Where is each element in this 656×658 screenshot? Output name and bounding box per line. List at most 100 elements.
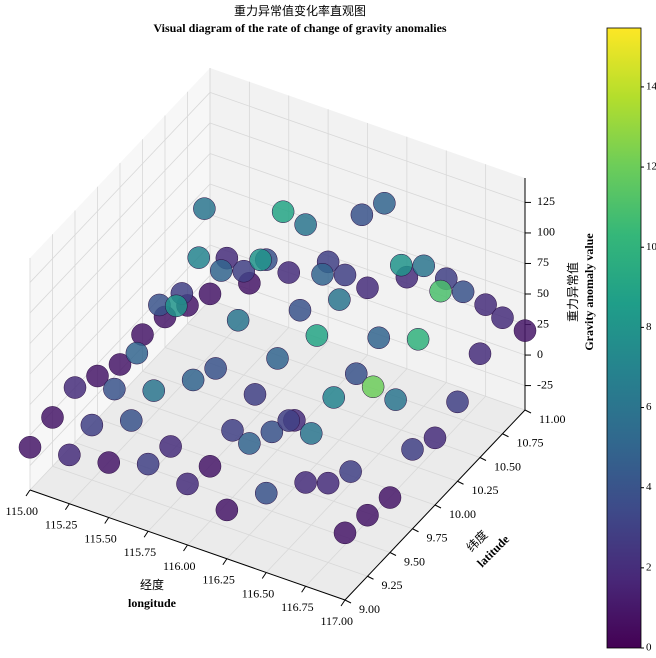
- point: [350, 203, 374, 227]
- z-tick-label: 25: [537, 316, 549, 330]
- y-tick-label: 9.25: [382, 578, 403, 592]
- y-tick: [479, 457, 487, 461]
- point: [18, 436, 42, 459]
- y-tick: [344, 599, 352, 604]
- point: [204, 357, 227, 380]
- point: [97, 451, 120, 474]
- point: [328, 288, 351, 311]
- y-tick: [524, 409, 532, 414]
- point: [305, 324, 329, 347]
- point: [255, 481, 278, 505]
- y-tick-label: 11.00: [539, 412, 566, 426]
- x-tick-label: 115.25: [45, 518, 78, 532]
- grid-line: [119, 394, 436, 506]
- point: [165, 294, 188, 318]
- point: [142, 379, 165, 402]
- z-tick-label: 50: [537, 286, 549, 300]
- point: [181, 368, 205, 392]
- y-axis: [344, 409, 526, 601]
- x-axis: [29, 489, 346, 601]
- point: [108, 353, 132, 376]
- point: [238, 432, 261, 455]
- point: [491, 306, 514, 329]
- colorbar-tick-label: 12: [646, 161, 656, 173]
- point: [41, 406, 64, 429]
- point: [367, 326, 390, 349]
- point: [58, 443, 81, 467]
- point: [125, 341, 149, 365]
- point: [322, 386, 345, 409]
- point: [294, 213, 317, 236]
- y-tick: [412, 528, 419, 533]
- grid-line: [209, 92, 526, 203]
- point: [513, 319, 537, 342]
- point: [210, 259, 233, 282]
- point: [215, 498, 239, 522]
- point: [446, 390, 469, 414]
- colorbar-tick-label: 8: [646, 321, 652, 333]
- colorbar-tick-label: 4: [646, 481, 652, 493]
- y-tick: [367, 575, 374, 580]
- y-tick-label: 10.75: [517, 436, 544, 450]
- point: [356, 503, 379, 527]
- point: [300, 422, 323, 445]
- point: [288, 299, 312, 322]
- point: [474, 293, 497, 316]
- point: [429, 279, 452, 303]
- chart-title: 重力异常值变化率直观图: [234, 3, 366, 18]
- grid-line: [209, 275, 526, 386]
- colorbar-tick-label: 6: [646, 401, 652, 413]
- point: [333, 263, 357, 287]
- z-tick-label: 75: [537, 255, 549, 269]
- grid-line: [209, 183, 526, 295]
- x-tick-label: 115.00: [5, 504, 38, 518]
- point: [423, 426, 447, 450]
- point: [260, 420, 284, 444]
- y-tick-label: 9.00: [359, 602, 380, 616]
- point: [316, 471, 340, 495]
- x-tick: [340, 599, 346, 607]
- z-tick-label: 0: [537, 347, 543, 361]
- x-tick: [183, 544, 188, 552]
- point: [361, 375, 385, 399]
- point: [378, 486, 402, 509]
- grid-line: [29, 92, 211, 283]
- point: [451, 280, 475, 304]
- x-tick: [261, 572, 267, 579]
- point: [80, 413, 104, 437]
- y-tick-label: 10.25: [472, 483, 499, 497]
- z-axis-label-cn: 重力异常值: [565, 262, 580, 322]
- point: [468, 342, 492, 365]
- point: [136, 452, 160, 476]
- point: [221, 419, 244, 442]
- x-tick-label: 117.00: [320, 614, 353, 628]
- point: [159, 435, 182, 458]
- point: [294, 471, 317, 494]
- point: [406, 328, 430, 351]
- x-tick: [301, 585, 307, 593]
- grid-line: [209, 214, 526, 325]
- point: [249, 248, 272, 272]
- y-tick: [502, 433, 509, 438]
- point: [232, 259, 255, 283]
- z-axis-label: Gravity anomaly value: [582, 233, 596, 351]
- point: [193, 197, 216, 220]
- point: [345, 362, 368, 385]
- colorbar: [606, 27, 642, 649]
- point: [277, 261, 300, 284]
- point: [271, 200, 295, 223]
- x-axis-label-cn: 经度: [140, 577, 164, 592]
- point: [198, 455, 222, 478]
- point: [333, 521, 357, 545]
- z-tick-label: -25: [537, 377, 553, 391]
- x-tick-label: 116.00: [163, 559, 196, 573]
- chart-subtitle: Visual diagram of the rate of change of …: [153, 21, 447, 35]
- point: [356, 276, 379, 300]
- y-tick: [434, 504, 442, 509]
- x-axis-label: longitude: [128, 596, 177, 610]
- x-tick-label: 116.75: [281, 600, 314, 614]
- z-tick-label: 100: [537, 225, 555, 239]
- point: [86, 364, 109, 388]
- colorbar-tick-label: 10: [646, 241, 656, 253]
